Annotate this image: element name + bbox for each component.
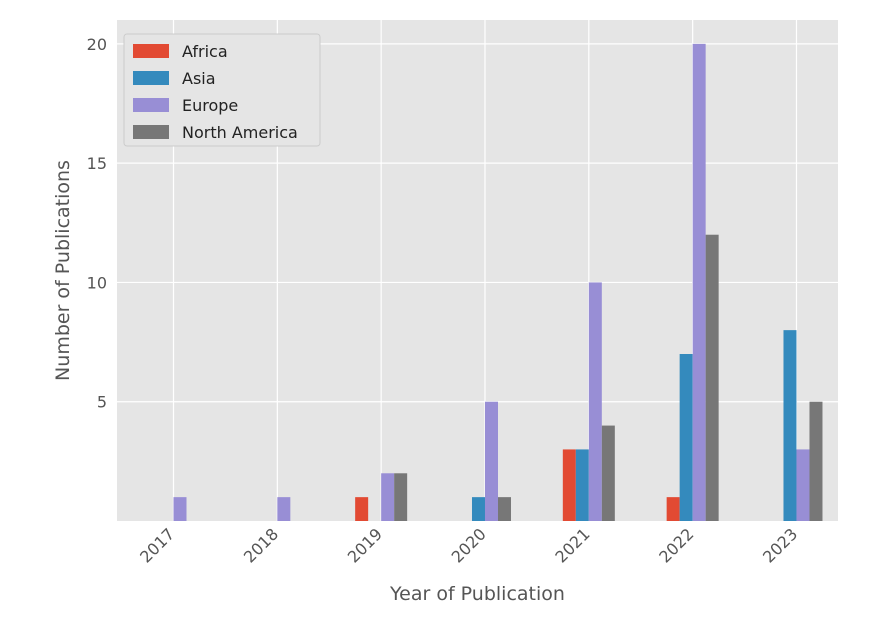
y-tick-label: 10 <box>87 273 107 292</box>
bar-europe-2023 <box>796 449 810 521</box>
legend-swatch <box>133 44 169 58</box>
y-axis-label: Number of Publications <box>52 160 74 381</box>
legend-label: Africa <box>182 42 228 61</box>
x-tick-label: 2022 <box>655 524 697 566</box>
bar-europe-2019 <box>381 473 395 521</box>
bar-north-america-2020 <box>497 497 511 521</box>
bar-north-america-2023 <box>809 401 823 521</box>
bar-africa-2019 <box>355 497 369 521</box>
bar-asia-2021 <box>575 449 589 521</box>
legend-box <box>123 33 321 147</box>
bar-asia-2023 <box>783 330 797 521</box>
x-tick-label: 2023 <box>759 524 801 566</box>
bar-asia-2020 <box>471 497 485 521</box>
bars <box>173 43 823 521</box>
x-tick-labels: 2017 2018 2019 2020 2021 2022 2023 <box>136 524 801 566</box>
bar-europe-2018 <box>277 497 291 521</box>
x-tick-label: 2020 <box>448 524 490 566</box>
legend-swatch <box>133 125 169 139</box>
legend-label: Europe <box>182 96 238 115</box>
x-tick-label: 2018 <box>240 524 282 566</box>
legend-swatch <box>133 71 169 85</box>
bar-europe-2021 <box>588 282 602 521</box>
bar-north-america-2019 <box>394 473 408 521</box>
bar-africa-2022 <box>666 497 680 521</box>
bar-north-america-2022 <box>705 234 719 521</box>
bar-africa-2021 <box>562 449 576 521</box>
bar-europe-2020 <box>484 401 498 521</box>
y-tick-label: 5 <box>97 393 107 412</box>
bar-north-america-2021 <box>601 425 615 521</box>
bar-europe-2022 <box>692 43 706 521</box>
legend-label: Asia <box>182 69 216 88</box>
legend: Africa Asia Europe North America <box>123 33 321 147</box>
bar-europe-2017 <box>173 497 187 521</box>
bar-asia-2022 <box>679 354 693 521</box>
y-tick-labels: 5 10 15 20 <box>87 35 107 412</box>
legend-label: North America <box>182 123 298 142</box>
x-tick-label: 2019 <box>344 524 386 566</box>
y-tick-label: 20 <box>87 35 107 54</box>
legend-swatch <box>133 98 169 112</box>
y-tick-label: 15 <box>87 154 107 173</box>
x-axis-label: Year of Publication <box>389 583 565 605</box>
x-tick-label: 2021 <box>551 524 593 566</box>
x-tick-label: 2017 <box>136 524 178 566</box>
